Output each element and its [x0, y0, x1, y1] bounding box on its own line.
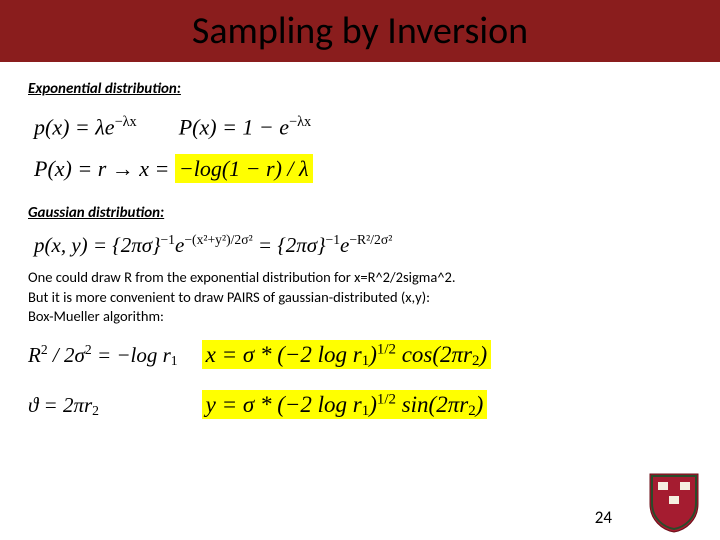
gauss-pow2: −1: [326, 232, 341, 247]
bm-l1a: R: [28, 343, 41, 367]
bm-r2s2: 2: [468, 403, 475, 419]
bm-r1c: cos(2πr: [396, 342, 472, 367]
bm-r2b: ): [369, 392, 377, 417]
slide-content: Exponential distribution: p(x) = λe−λx P…: [0, 62, 720, 426]
exp-inv-rhs-highlight: −log(1 − r) / λ: [175, 154, 313, 183]
explanation-text: One could draw R from the exponential di…: [28, 268, 692, 327]
exp-pdf-lhs: p(x) = λe: [34, 114, 115, 139]
bm-r1b: ): [369, 342, 377, 367]
exp-pdf-exp: −λx: [115, 114, 137, 130]
box-mueller-right: x = σ * (−2 log r1)1/2 cos(2πr2) y = σ *…: [202, 335, 492, 426]
exp-cdf-exp: −λx: [289, 114, 311, 130]
bm-l1sub: 1: [171, 353, 178, 368]
box-mueller-row: R2 / 2σ2 = −log r1 ϑ = 2πr2 x = σ * (−2 …: [28, 335, 692, 426]
bm-l1b: 2: [41, 342, 48, 357]
bm-r1pow: 1/2: [377, 341, 396, 357]
harvard-logo-icon: [646, 470, 702, 534]
bm-l2a: ϑ = 2πr: [28, 393, 92, 417]
exp-inv-lhs: P(x) = r → x =: [34, 156, 175, 181]
gauss-exp2: −R²/2σ²: [349, 232, 392, 247]
gaussian-heading: Gaussian distribution:: [28, 204, 692, 222]
gauss-lhs: p(x, y) = {2πσ}: [34, 233, 160, 257]
box-mueller-left: R2 / 2σ2 = −log r1 ϑ = 2πr2: [28, 336, 178, 425]
slide-title: Sampling by Inversion: [192, 8, 528, 54]
bm-r2c: sin(2πr: [396, 392, 468, 417]
gauss-mid2: = {2πσ}: [253, 233, 326, 257]
exp-equation-row: p(x) = λe−λx P(x) = 1 − e−λx: [28, 108, 692, 146]
body-line-2: But it is more convenient to draw PAIRS …: [28, 288, 430, 306]
title-bar: Sampling by Inversion: [0, 0, 720, 62]
gaussian-equation: p(x, y) = {2πσ}−1e−(x²+y²)/2σ² = {2πσ}−1…: [34, 232, 692, 258]
page-number: 24: [595, 507, 612, 528]
bm-eq-r2: R2 / 2σ2 = −log r1: [28, 342, 178, 369]
bm-l1c: / 2σ: [48, 343, 85, 367]
body-line-3: Box-Mueller algorithm:: [28, 307, 164, 325]
bm-l1d: 2: [85, 342, 92, 357]
exp-inverse-equation: P(x) = r → x = −log(1 − r) / λ: [34, 156, 692, 182]
exp-pdf-equation: p(x) = λe−λx: [34, 114, 137, 140]
exponential-heading: Exponential distribution:: [28, 80, 692, 98]
exp-cdf-equation: P(x) = 1 − e−λx: [179, 114, 311, 140]
bm-r1d: ): [479, 342, 487, 367]
bm-eq-x: x = σ * (−2 log r1)1/2 cos(2πr2): [202, 341, 492, 370]
bm-r2d: ): [476, 392, 484, 417]
bm-l2sub: 2: [92, 403, 99, 418]
bm-l1e: = −log r: [92, 343, 171, 367]
exp-cdf-lhs: P(x) = 1 − e: [179, 114, 289, 139]
gauss-exp1: −(x²+y²)/2σ²: [184, 232, 252, 247]
bm-r1a: x = σ * (−2 log r: [206, 342, 362, 367]
bm-r2a: y = σ * (−2 log r: [206, 392, 362, 417]
gauss-e1: e: [175, 233, 184, 257]
body-line-1: One could draw R from the exponential di…: [28, 268, 456, 286]
gauss-pow1: −1: [160, 232, 175, 247]
gauss-e2: e: [340, 233, 349, 257]
bm-r2pow: 1/2: [377, 392, 396, 408]
bm-eq-theta: ϑ = 2πr2: [28, 393, 178, 419]
bm-eq-y: y = σ * (−2 log r1)1/2 sin(2πr2): [202, 392, 492, 421]
